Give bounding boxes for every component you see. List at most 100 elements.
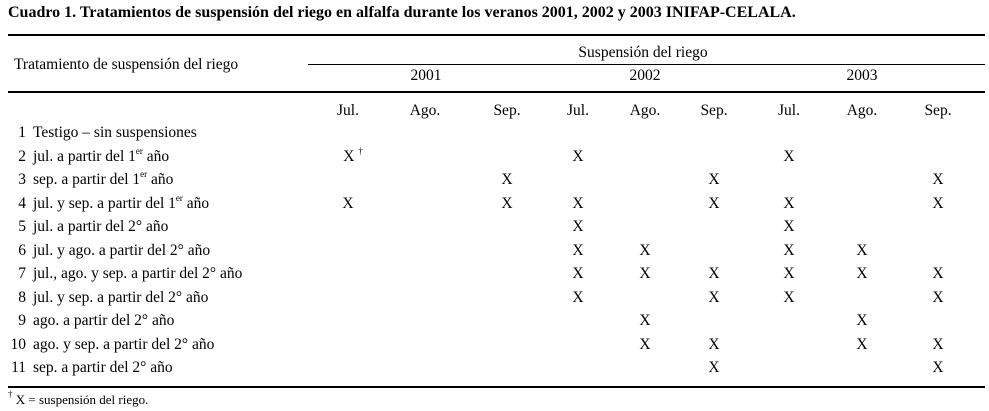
suspension-mark: X †	[343, 145, 363, 166]
mark-text: X	[708, 265, 720, 282]
suspension-mark: X	[708, 265, 719, 283]
mark-text: X	[639, 241, 651, 259]
mark-text: X	[783, 241, 795, 259]
row-sup: er	[175, 192, 183, 203]
suspension-mark: X	[342, 195, 353, 213]
mark-text: X	[708, 359, 720, 376]
row-text: ago. a partir del 2° año	[33, 312, 175, 329]
mark-text: X	[932, 265, 944, 282]
mark-text: X	[708, 171, 720, 188]
row-text: ago. y sep. a partir del 2° año	[33, 335, 215, 353]
suspension-mark: X	[932, 289, 943, 307]
suspension-mark: X	[783, 148, 794, 166]
suspension-mark: X	[572, 289, 583, 307]
suspension-mark: X	[501, 171, 512, 189]
row-label: 4 jul. y sep. a partir del 1er año	[2, 192, 210, 213]
suspension-mark: X	[783, 265, 794, 283]
year-2002: 2002	[629, 67, 661, 84]
mark-text: X	[932, 335, 944, 353]
suspension-mark: X	[783, 242, 794, 260]
suspension-mark: X	[783, 289, 794, 307]
month-header: Ago.	[846, 102, 878, 119]
month-header: Ago.	[629, 102, 661, 119]
group-header: Suspensión del riego	[578, 44, 708, 61]
row-number: 1	[18, 124, 26, 141]
row-suffix: año	[142, 147, 170, 165]
mark-text: X	[572, 265, 584, 282]
suspension-mark: X	[639, 242, 650, 260]
mark-text: X	[932, 194, 944, 212]
row-text: jul. a partir del 1	[33, 147, 136, 165]
row-number: 10	[10, 335, 27, 353]
suspension-mark: X	[856, 312, 867, 330]
suspension-mark: X	[783, 218, 794, 236]
month-header: Jul.	[337, 102, 359, 119]
row-text: jul., ago. y sep. a partir del 2° año	[33, 265, 243, 282]
suspension-mark: X	[856, 265, 867, 283]
suspension-mark: X	[572, 242, 583, 260]
mark-text: X	[572, 288, 584, 306]
mark-text: X	[501, 194, 513, 212]
suspension-mark: X	[856, 242, 867, 260]
suspension-mark: X	[932, 336, 943, 354]
suspension-mark: X	[932, 195, 943, 213]
suspension-mark: X	[708, 289, 719, 307]
suspension-mark: X	[932, 171, 943, 189]
month-header: Jul.	[567, 102, 589, 119]
row-number: 8	[18, 288, 26, 306]
suspension-mark: X	[639, 312, 650, 330]
mark-text: X	[783, 218, 795, 235]
mark-text: X	[639, 312, 651, 329]
mark-text: X	[639, 265, 651, 282]
mark-text: X	[708, 194, 720, 212]
month-header: Sep.	[924, 102, 952, 119]
row-number: 2	[18, 147, 26, 165]
row-number: 5	[18, 218, 26, 235]
mark-text: X	[572, 241, 584, 259]
mark-text: X	[856, 312, 868, 329]
row-text: jul. y ago. a partir del 2° año	[33, 241, 211, 259]
suspension-mark: X	[572, 195, 583, 213]
table-title: Cuadro 1. Tratamientos de suspensión del…	[8, 4, 796, 21]
footnote: † X = suspensión del riego.	[8, 390, 149, 408]
suspension-mark: X	[572, 148, 583, 166]
mark-text: X	[932, 171, 944, 188]
row-suffix: año	[182, 194, 210, 212]
row-number: 4	[18, 194, 26, 212]
mark-text: X	[783, 147, 795, 165]
year-2003: 2003	[846, 67, 878, 84]
mark-text: X	[856, 241, 868, 259]
row-label: 2 jul. a partir del 1er año	[2, 146, 170, 166]
header-rule	[8, 91, 985, 93]
row-text: jul. a partir del 2° año	[33, 218, 169, 235]
mark-text: X	[572, 194, 584, 212]
suspension-mark: X	[708, 359, 719, 377]
mark-text: X	[343, 147, 355, 165]
row-suffix: año	[147, 171, 174, 188]
mark-text: X	[783, 288, 795, 306]
suspension-mark: X	[708, 171, 719, 189]
row-text: jul. y sep. a partir del 1	[33, 194, 176, 212]
row-text: sep. a partir del 1	[33, 171, 141, 188]
row-label: 10 ago. y sep. a partir del 2° año	[2, 335, 215, 354]
mark-text: X	[932, 359, 944, 376]
mark-text: X	[342, 194, 354, 212]
row-label: 1 Testigo – sin suspensiones	[2, 124, 197, 142]
suspension-mark: X	[708, 195, 719, 213]
row-number: 3	[18, 171, 26, 188]
mark-text: X	[708, 335, 720, 353]
mark-text: X	[708, 288, 720, 306]
top-rule	[8, 34, 985, 36]
row-number: 9	[18, 312, 26, 329]
row-label: 7 jul., ago. y sep. a partir del 2° año	[2, 265, 242, 283]
mark-text: X	[639, 335, 651, 353]
footnote-ref: †	[358, 145, 363, 156]
mark-text: X	[572, 218, 584, 235]
row-number: 7	[18, 265, 26, 282]
footnote-text: X = suspensión del riego.	[15, 392, 149, 407]
suspension-mark: X	[639, 336, 650, 354]
group-rule	[308, 64, 985, 65]
suspension-mark: X	[932, 265, 943, 283]
mark-text: X	[783, 265, 795, 282]
